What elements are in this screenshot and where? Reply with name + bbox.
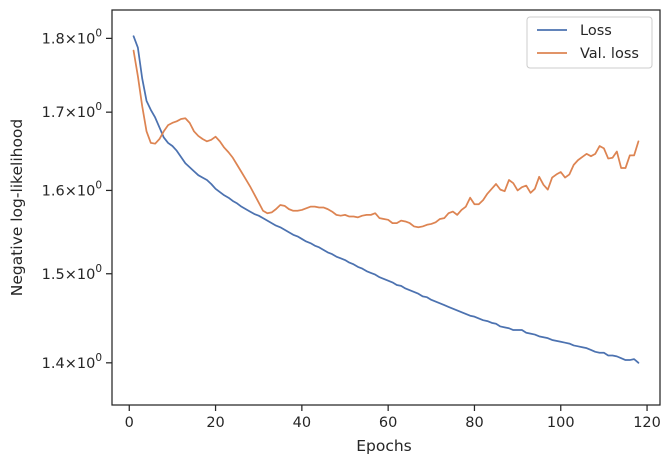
y-tick-times-sign: × [65,105,77,121]
y-tick-label: 1.4×100 [42,352,102,372]
legend: Loss Val. loss [526,16,653,69]
plot-frame [111,9,661,406]
x-tick-label: 20 [206,415,224,431]
x-axis-label: Epochs [356,437,412,455]
y-tick-exponent: 0 [95,352,102,364]
x-tick-label: 120 [633,415,661,431]
y-tick-exponent: 0 [95,27,102,39]
series-line-loss [132,35,640,364]
y-tick-exponent: 0 [95,263,102,275]
x-tick-label: 60 [379,415,397,431]
y-tick-base: 10 [77,356,95,372]
y-tick-mantissa: 1.6 [42,183,65,199]
y-tick-exponent: 0 [95,101,102,113]
y-axis-label: Negative log-likelihood [8,119,26,297]
legend-label-loss: Loss [580,23,612,39]
y-tick-mantissa: 1.8 [42,31,65,47]
x-tick-label: 100 [547,415,575,431]
y-tick-exponent: 0 [95,179,102,191]
plot-lines [132,35,640,364]
y-tick-base: 10 [77,183,95,199]
y-tick-base: 10 [77,31,95,47]
y-tick-times-sign: × [65,267,77,283]
x-axis-ticks: 0 20 40 60 80 100 120 [125,405,661,431]
y-tick-base: 10 [77,105,95,121]
y-tick-base: 10 [77,267,95,283]
y-tick-times-sign: × [65,183,77,199]
y-tick-mantissa: 1.7 [42,105,65,121]
y-tick-mantissa: 1.4 [42,356,65,372]
legend-label-val-loss: Val. loss [580,46,639,62]
y-tick-mantissa: 1.5 [42,267,65,283]
y-tick-label: 1.6×100 [42,179,102,199]
series-line-val-loss [132,49,640,229]
y-tick-label: 1.5×100 [42,263,102,283]
x-tick-label: 80 [465,415,483,431]
y-tick-times-sign: × [65,356,77,372]
x-tick-label: 0 [125,415,134,431]
y-tick-times-sign: × [65,31,77,47]
x-tick-label: 40 [293,415,311,431]
y-tick-label: 1.7×100 [42,101,102,121]
y-tick-label: 1.8×100 [42,27,102,47]
